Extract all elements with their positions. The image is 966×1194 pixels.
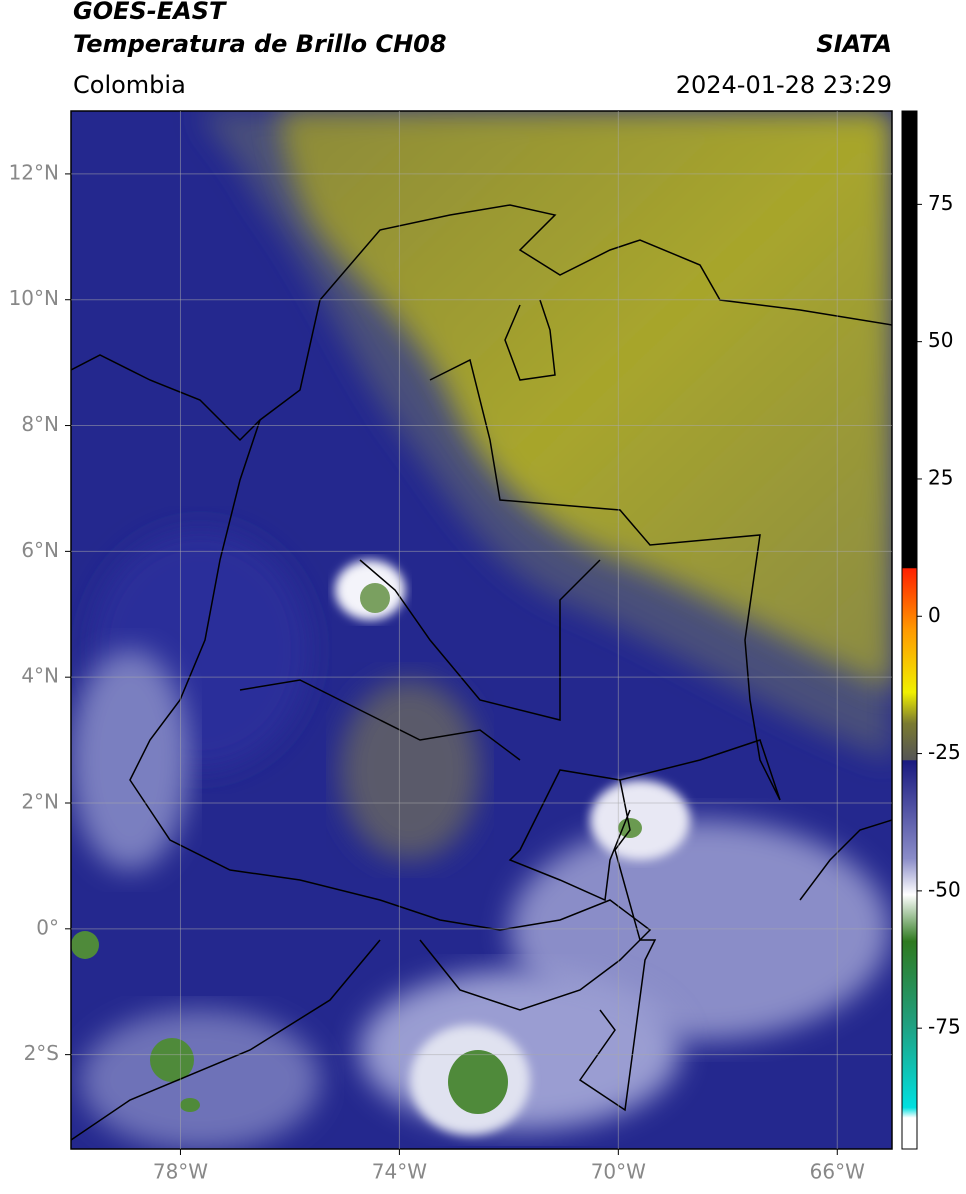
y-tick-label: 10°N	[9, 286, 59, 310]
colorbar-tick-label: 75	[928, 191, 953, 215]
y-tick-label: 12°N	[9, 160, 59, 184]
datetime: 2024-01-28 23:29	[676, 71, 892, 99]
x-tick-label: 70°W	[591, 1160, 646, 1184]
y-tick-label: 8°N	[21, 412, 59, 436]
satellite-image	[71, 111, 892, 1149]
y-tick-label: 2°N	[21, 790, 59, 814]
colorbar-tick-label: 25	[928, 465, 953, 489]
source: SIATA	[816, 30, 892, 58]
title-line2: Temperatura de Brillo CH08	[73, 30, 447, 58]
colorbar-tick-label: 50	[928, 328, 953, 352]
colorbar-tick-label: 0	[928, 603, 941, 627]
y-tick-label: 4°N	[21, 664, 59, 688]
colorbar	[901, 110, 918, 1150]
x-tick-label: 74°W	[372, 1160, 427, 1184]
y-tick-label: 0°	[36, 915, 59, 939]
x-tick-label: 78°W	[153, 1160, 208, 1184]
region: Colombia	[73, 71, 186, 99]
y-tick-label: 2°S	[24, 1041, 59, 1065]
colorbar-tick-label: -75	[928, 1015, 961, 1039]
map-frame	[70, 110, 893, 1150]
y-tick-label: 6°N	[21, 538, 59, 562]
title-line1: GOES-EAST	[73, 0, 227, 25]
colorbar-tick-label: -50	[928, 877, 961, 901]
colorbar-tick-label: -25	[928, 740, 961, 764]
x-tick-label: 66°W	[810, 1160, 865, 1184]
